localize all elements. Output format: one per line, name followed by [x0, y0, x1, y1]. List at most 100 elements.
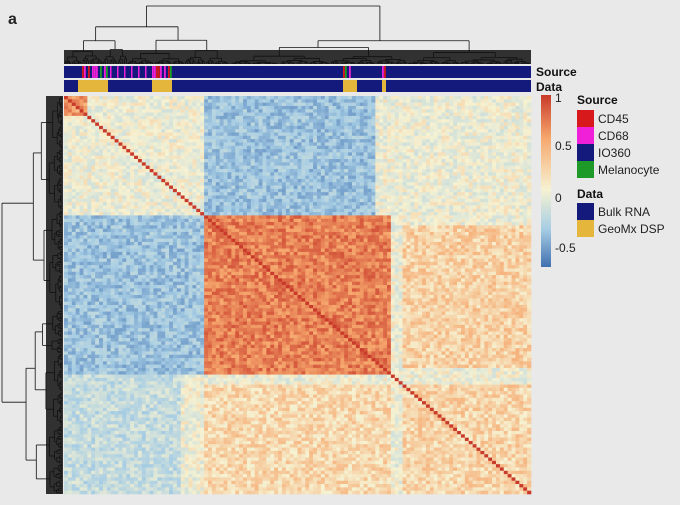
heatmap-cell — [473, 162, 477, 166]
source-annotation-segment — [138, 66, 140, 78]
heatmap-cell — [243, 186, 247, 190]
heatmap-cell — [438, 159, 442, 163]
heatmap-cell — [274, 126, 278, 130]
heatmap-cell — [305, 99, 309, 103]
heatmap-cell — [519, 96, 523, 100]
heatmap-cell — [426, 96, 430, 100]
source-annotation-segment — [382, 66, 384, 78]
heatmap-cell — [107, 166, 111, 170]
heatmap-cell — [157, 123, 161, 127]
heatmap-cell — [99, 166, 103, 170]
heatmap-cell — [527, 162, 531, 166]
heatmap-cell — [379, 142, 383, 146]
heatmap-cell — [146, 116, 150, 120]
heatmap-cell — [453, 156, 457, 160]
heatmap-cell — [336, 139, 340, 143]
heatmap-cell — [321, 186, 325, 190]
heatmap-cell — [406, 152, 410, 156]
heatmap-cell — [83, 123, 87, 127]
heatmap-cell — [154, 182, 158, 186]
heatmap-cell — [317, 179, 321, 183]
heatmap-cell — [157, 106, 161, 110]
heatmap-cell — [177, 103, 181, 107]
heatmap-cell — [64, 109, 68, 113]
heatmap-cell — [216, 166, 220, 170]
heatmap-cell — [508, 159, 512, 163]
heatmap-cell — [410, 136, 414, 140]
heatmap-cell — [461, 166, 465, 170]
heatmap-cell — [72, 172, 76, 176]
heatmap-cell — [266, 162, 270, 166]
heatmap-cell — [103, 176, 107, 180]
heatmap-cell — [177, 172, 181, 176]
heatmap-cell — [169, 103, 173, 107]
heatmap-cell — [282, 132, 286, 136]
heatmap-cell — [383, 126, 387, 130]
heatmap-cell — [512, 139, 516, 143]
heatmap-cell — [150, 129, 154, 133]
heatmap-cell — [477, 103, 481, 107]
heatmap-cell — [387, 166, 391, 170]
heatmap-cell — [375, 159, 379, 163]
heatmap-cell — [309, 146, 313, 150]
heatmap-cell — [146, 123, 150, 127]
heatmap-cell — [484, 126, 488, 130]
heatmap-cell — [243, 149, 247, 153]
heatmap-cell — [103, 119, 107, 123]
heatmap-cell — [126, 116, 130, 120]
heatmap-cell — [154, 162, 158, 166]
heatmap-cell — [344, 166, 348, 170]
heatmap-cell — [208, 156, 212, 160]
heatmap-cell — [185, 109, 189, 113]
heatmap-cell — [173, 172, 177, 176]
heatmap-cell — [477, 126, 481, 130]
heatmap-cell — [430, 126, 434, 130]
heatmap-cell — [298, 166, 302, 170]
heatmap-cell — [480, 166, 484, 170]
heatmap-cell — [368, 109, 372, 113]
heatmap-cell — [138, 186, 142, 190]
heatmap-cell — [527, 129, 531, 133]
heatmap-cell — [352, 166, 356, 170]
heatmap-cell — [134, 156, 138, 160]
heatmap-cell — [426, 179, 430, 183]
heatmap-cell — [325, 179, 329, 183]
heatmap-cell — [356, 146, 360, 150]
heatmap-cell — [512, 109, 516, 113]
heatmap-cell — [87, 129, 91, 133]
heatmap-cell — [212, 132, 216, 136]
heatmap-cell — [465, 156, 469, 160]
heatmap-cell — [371, 99, 375, 103]
heatmap-cell — [364, 176, 368, 180]
heatmap-cell — [142, 129, 146, 133]
heatmap-cell — [488, 132, 492, 136]
heatmap-cell — [441, 152, 445, 156]
heatmap-cell — [356, 139, 360, 143]
heatmap-cell — [181, 182, 185, 186]
heatmap-cell — [150, 146, 154, 150]
heatmap-cell — [453, 132, 457, 136]
heatmap-cell — [227, 176, 231, 180]
heatmap-cell — [262, 149, 266, 153]
heatmap-cell — [146, 103, 150, 107]
heatmap-cell — [64, 139, 68, 143]
heatmap-cell — [83, 126, 87, 130]
heatmap-cell — [403, 132, 407, 136]
heatmap-cell — [138, 99, 142, 103]
heatmap-cell — [461, 172, 465, 176]
heatmap-cell — [247, 142, 251, 146]
heatmap-cell — [461, 126, 465, 130]
heatmap-cell — [286, 169, 290, 173]
heatmap-cell — [422, 172, 426, 176]
heatmap-cell — [83, 186, 87, 190]
heatmap-cell — [325, 156, 329, 160]
heatmap-cell — [340, 96, 344, 100]
heatmap-cell — [438, 106, 442, 110]
heatmap-cell — [216, 156, 220, 160]
heatmap-cell — [301, 106, 305, 110]
heatmap-cell — [508, 172, 512, 176]
heatmap-cell — [504, 182, 508, 186]
heatmap-cell — [208, 136, 212, 140]
heatmap-cell — [251, 106, 255, 110]
heatmap-cell — [130, 99, 134, 103]
